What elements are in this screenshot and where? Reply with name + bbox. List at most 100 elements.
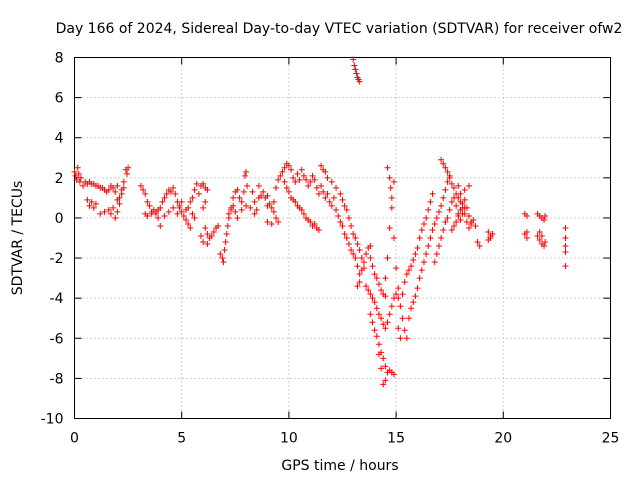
data-point bbox=[541, 216, 548, 223]
y-tick-label: 6 bbox=[55, 91, 64, 107]
data-point bbox=[255, 182, 262, 189]
data-point bbox=[369, 319, 376, 326]
data-point bbox=[408, 305, 415, 312]
data-point bbox=[423, 251, 430, 258]
data-point bbox=[390, 371, 397, 378]
data-point bbox=[313, 184, 320, 191]
data-point bbox=[382, 377, 389, 384]
data-point bbox=[215, 222, 222, 229]
data-point bbox=[191, 214, 198, 221]
axis-tick-labels: 0 5 10 15 20 25 -10 -8 -6 -4 -2 0 2 4 6 8 bbox=[41, 51, 620, 447]
y-tick-label: 0 bbox=[55, 211, 64, 227]
data-point bbox=[116, 200, 123, 207]
data-point bbox=[159, 198, 166, 205]
data-point bbox=[438, 156, 445, 163]
data-point bbox=[298, 206, 305, 213]
data-point bbox=[420, 259, 427, 266]
data-point bbox=[352, 235, 359, 241]
data-point bbox=[461, 210, 468, 217]
data-point bbox=[105, 186, 112, 193]
data-point bbox=[182, 206, 189, 213]
data-point bbox=[311, 176, 318, 183]
data-point bbox=[371, 327, 378, 334]
data-point bbox=[365, 287, 372, 294]
y-tick-label: -2 bbox=[50, 251, 64, 267]
data-point bbox=[485, 237, 492, 244]
data-point bbox=[253, 206, 260, 213]
data-point bbox=[309, 172, 316, 179]
data-point bbox=[249, 188, 256, 195]
data-point bbox=[378, 287, 385, 294]
data-point bbox=[393, 291, 400, 298]
data-point bbox=[457, 206, 464, 213]
data-point bbox=[429, 226, 436, 233]
data-point bbox=[352, 255, 359, 262]
data-point bbox=[354, 263, 361, 270]
data-point bbox=[388, 204, 395, 211]
data-point bbox=[405, 315, 412, 322]
data-point bbox=[311, 220, 318, 227]
data-point bbox=[157, 204, 164, 211]
data-point bbox=[369, 263, 376, 270]
data-point bbox=[189, 194, 196, 201]
data-point bbox=[315, 226, 322, 233]
data-point bbox=[435, 243, 442, 250]
data-point bbox=[382, 325, 389, 332]
data-point bbox=[380, 355, 387, 362]
data-point bbox=[193, 180, 200, 187]
data-point bbox=[232, 208, 239, 215]
data-point bbox=[410, 299, 417, 306]
data-point bbox=[562, 224, 569, 231]
data-point bbox=[536, 228, 543, 235]
data-point bbox=[375, 341, 382, 348]
data-point bbox=[285, 162, 292, 169]
data-point bbox=[187, 224, 194, 231]
data-point bbox=[341, 230, 348, 237]
data-point bbox=[431, 220, 438, 227]
data-point bbox=[114, 182, 121, 189]
data-point bbox=[367, 255, 374, 262]
data-point bbox=[234, 214, 241, 221]
data-point bbox=[353, 70, 360, 77]
data-point bbox=[348, 247, 355, 254]
data-point bbox=[260, 188, 267, 195]
data-point bbox=[185, 220, 192, 227]
data-point bbox=[197, 232, 204, 239]
data-point bbox=[148, 210, 155, 217]
data-point bbox=[440, 226, 447, 233]
data-point bbox=[292, 198, 299, 205]
data-point bbox=[110, 204, 117, 211]
data-point bbox=[176, 202, 183, 209]
y-tick-label: -4 bbox=[50, 291, 64, 307]
data-point bbox=[538, 232, 545, 239]
data-point bbox=[140, 186, 147, 193]
data-point bbox=[348, 222, 355, 229]
data-point bbox=[84, 196, 91, 203]
data-point bbox=[442, 186, 449, 193]
data-point bbox=[202, 198, 209, 205]
data-point bbox=[395, 285, 402, 292]
data-point bbox=[290, 174, 297, 181]
data-point bbox=[350, 230, 357, 237]
data-point bbox=[474, 239, 481, 246]
y-tick-label: 8 bbox=[55, 51, 64, 67]
data-point bbox=[367, 243, 374, 250]
data-point bbox=[341, 202, 348, 209]
data-point bbox=[390, 178, 397, 185]
data-point bbox=[279, 168, 286, 175]
data-point bbox=[328, 178, 335, 185]
data-point bbox=[217, 251, 224, 258]
data-point bbox=[270, 198, 277, 205]
data-point bbox=[459, 200, 466, 207]
data-point bbox=[414, 245, 421, 252]
data-point bbox=[489, 230, 496, 237]
data-point bbox=[118, 186, 125, 193]
y-tick-label: -8 bbox=[50, 371, 64, 387]
data-point bbox=[318, 162, 325, 169]
x-tick-label: 10 bbox=[280, 431, 298, 447]
data-point bbox=[305, 182, 312, 189]
data-point bbox=[200, 239, 207, 246]
data-point bbox=[375, 311, 382, 318]
data-point bbox=[324, 174, 331, 181]
